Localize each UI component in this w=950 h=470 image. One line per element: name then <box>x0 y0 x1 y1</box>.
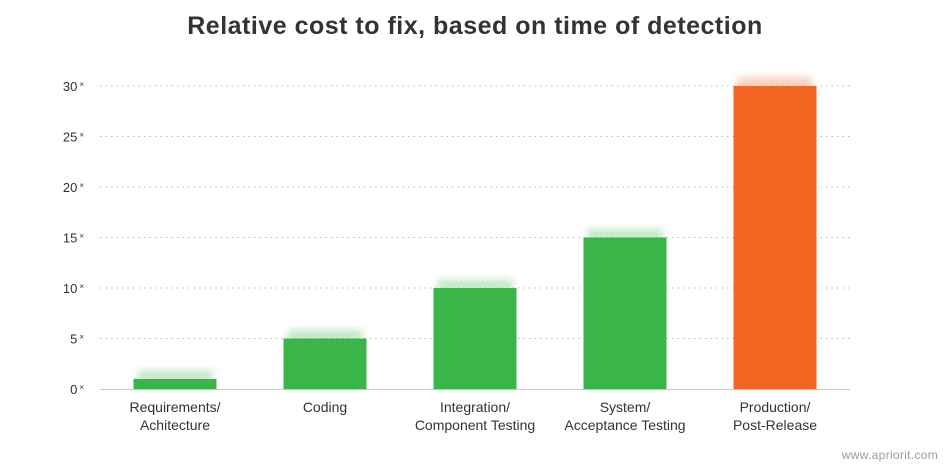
bar-glow <box>287 330 363 341</box>
y-tick-label: 0 × <box>70 382 84 397</box>
bar-glow <box>587 229 663 240</box>
bar <box>433 288 517 389</box>
y-tick-label: 10 × <box>63 281 84 296</box>
x-category-label: System/ <box>600 399 651 415</box>
x-category-label: Integration/ <box>440 399 510 415</box>
x-category-label: Requirements/ <box>129 399 220 415</box>
x-category-label: Acceptance Testing <box>564 417 685 433</box>
y-axis: 0 × 5 × 10 × 15 × 20 × 25 × 30 × <box>63 79 84 397</box>
bars <box>133 78 817 389</box>
x-category-label: Achitecture <box>140 417 210 433</box>
y-tick-label: 25 × <box>63 130 84 145</box>
bar <box>583 237 667 389</box>
y-tick-label: 5 × <box>70 332 84 347</box>
x-category-label: Component Testing <box>415 417 535 433</box>
y-tick-label: 20 × <box>63 180 84 195</box>
chart-title: Relative cost to fix, based on time of d… <box>187 12 763 40</box>
bar <box>283 338 367 389</box>
x-category-label: Post-Release <box>733 417 817 433</box>
x-category-label: Production/ <box>740 399 811 415</box>
bar <box>733 86 817 389</box>
x-category-label: Coding <box>303 399 347 415</box>
y-tick-label: 15 × <box>63 231 84 246</box>
bar-glow <box>737 78 813 88</box>
bar <box>133 378 217 389</box>
bar-glow <box>437 280 513 290</box>
watermark: www.apriorit.com <box>841 448 938 462</box>
y-tick-label: 30 × <box>63 79 84 94</box>
bar-glow <box>137 370 213 381</box>
x-axis: Requirements/Achitecture Coding Integratio… <box>129 399 817 433</box>
